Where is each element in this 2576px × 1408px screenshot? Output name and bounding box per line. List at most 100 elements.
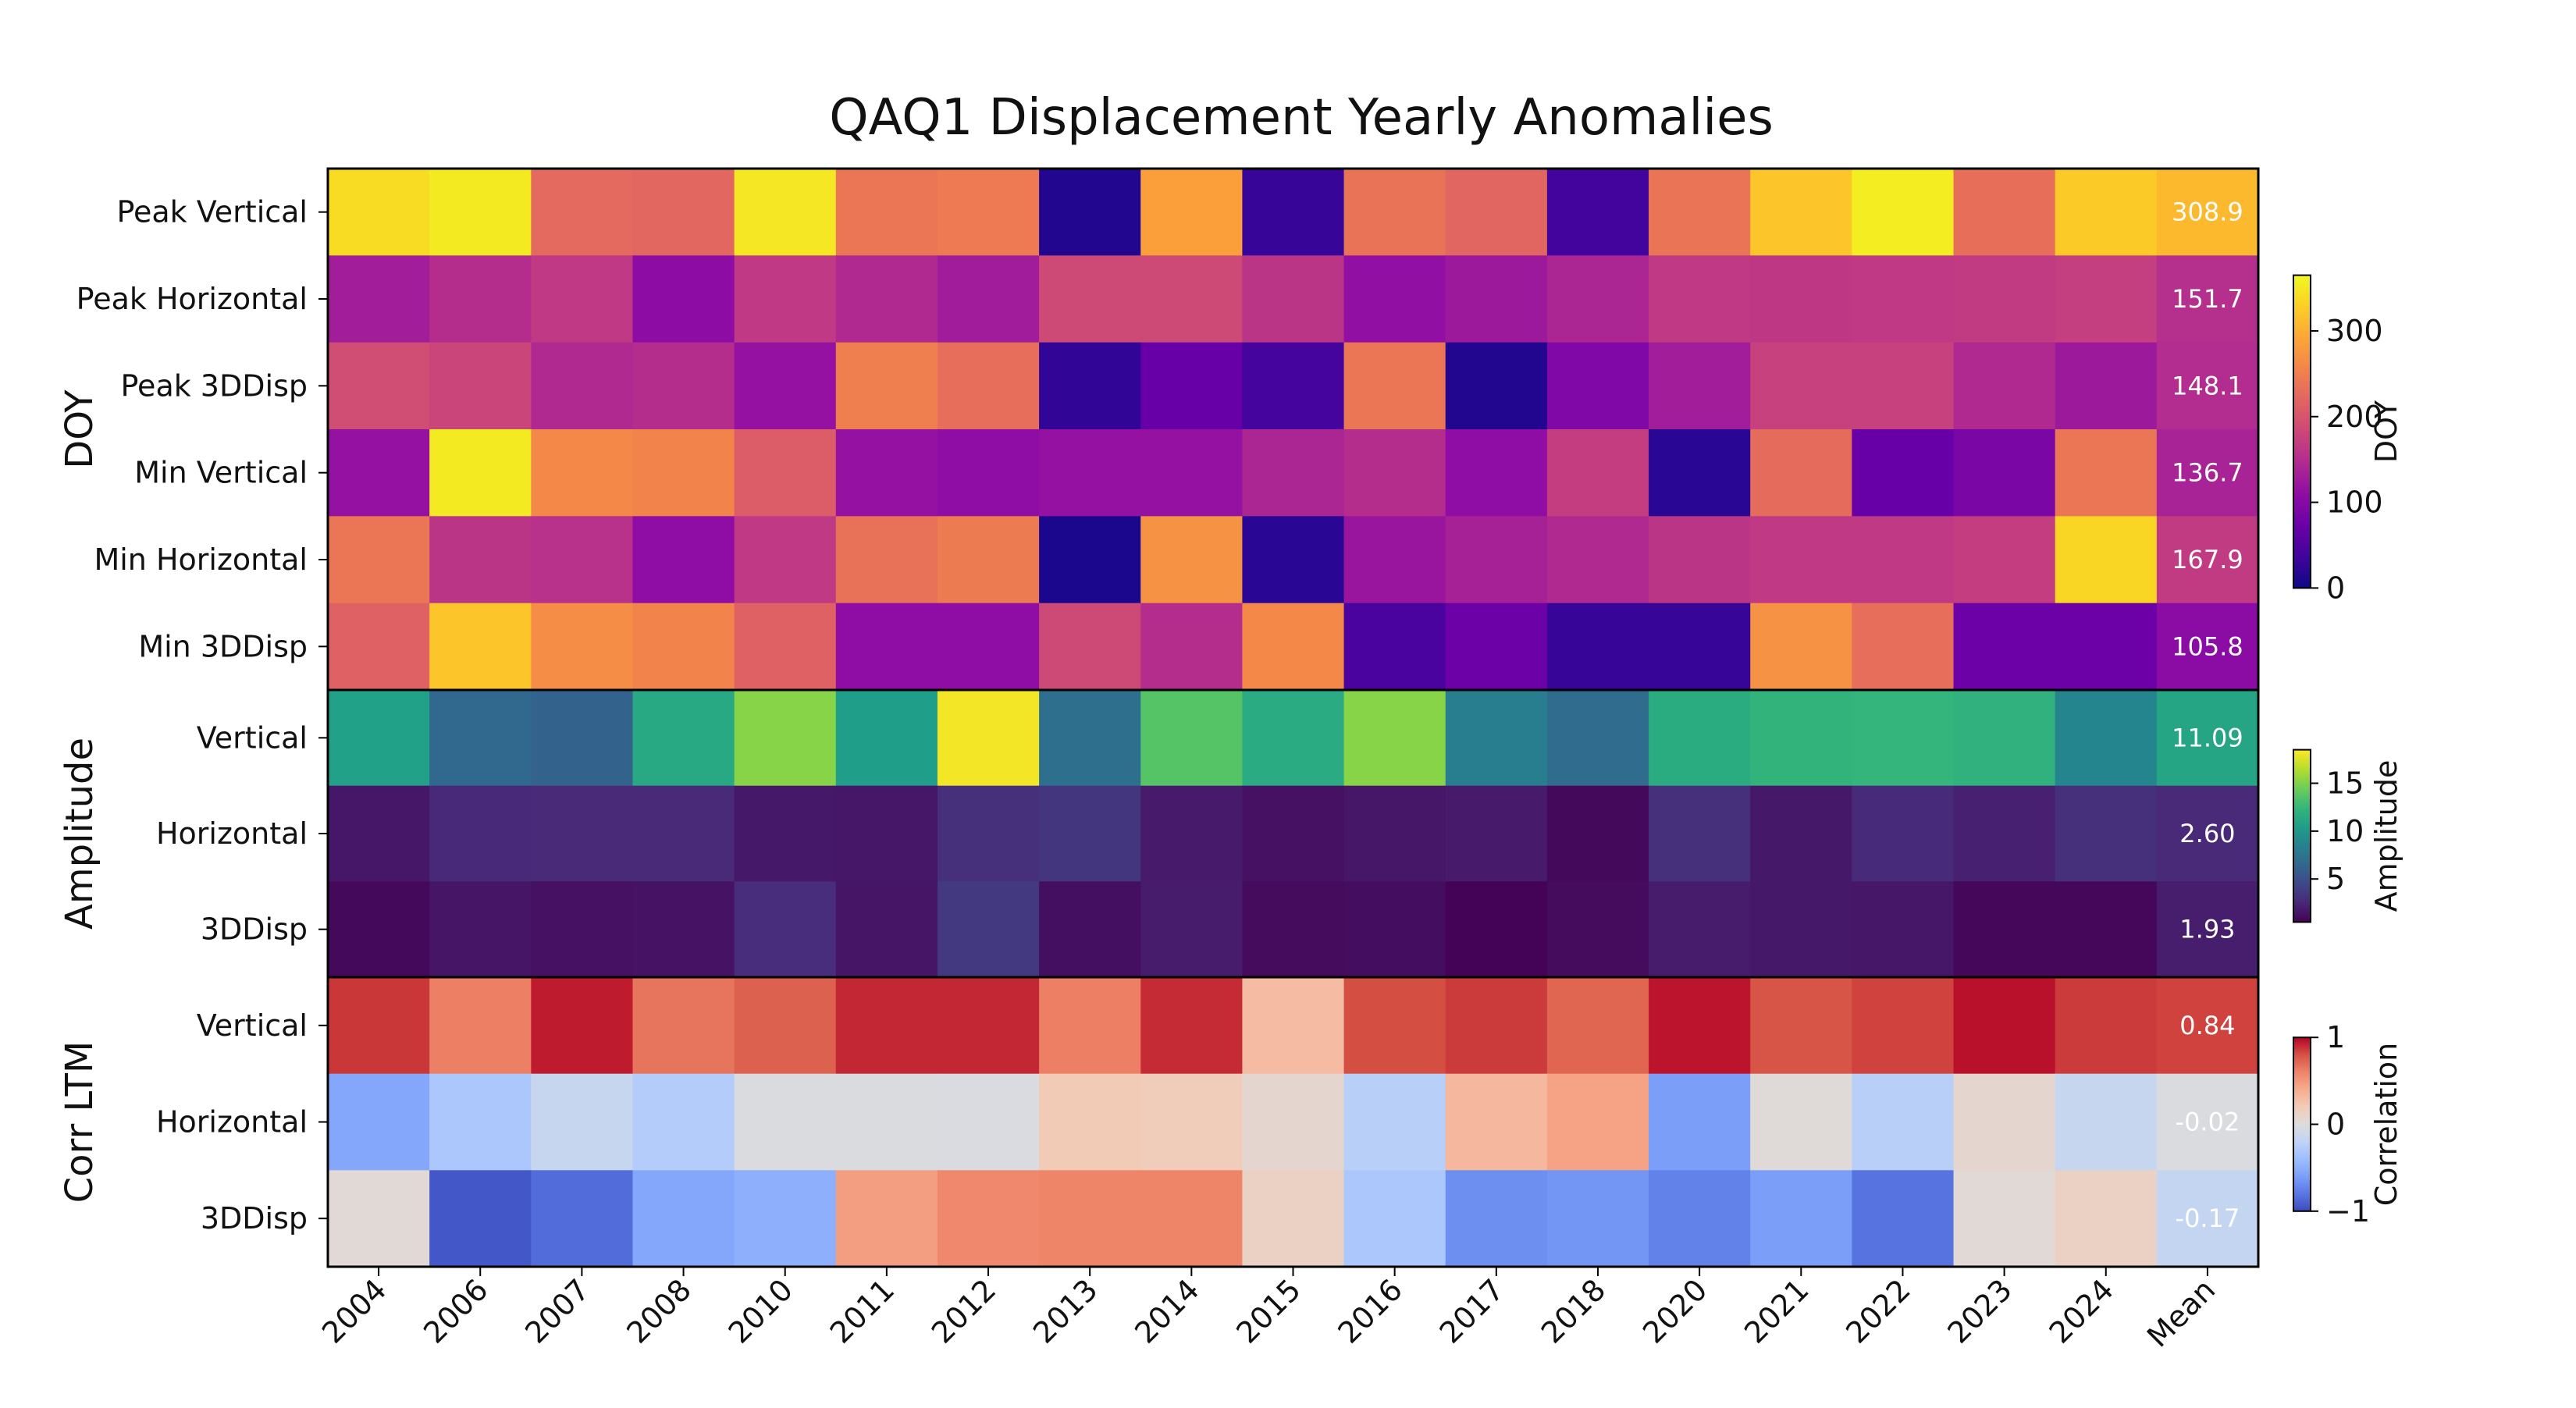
heatmap-cell: [835, 342, 938, 430]
heatmap-cell: [1649, 342, 1751, 430]
heatmap-cell: [1852, 1170, 1955, 1268]
heatmap-cell: [1852, 977, 1955, 1075]
heatmap-cell: [835, 1073, 938, 1171]
mean-value-label: 105.8: [2172, 631, 2243, 661]
heatmap-cell: [1649, 785, 1751, 882]
heatmap-cell: [1039, 977, 1141, 1075]
heatmap-cell: [1649, 255, 1751, 343]
heatmap-cell: [531, 881, 634, 978]
heatmap-cell: [734, 429, 837, 517]
heatmap-cell: [835, 603, 938, 691]
heatmap-cell: [1242, 516, 1345, 604]
heatmap-cell: [1140, 1170, 1244, 1268]
heatmap-cell: [1140, 785, 1244, 882]
heatmap-cell: [1039, 169, 1141, 256]
column-label: 2023: [1941, 1272, 2019, 1350]
heatmap-cell: [2156, 603, 2259, 691]
heatmap-cell: [1140, 429, 1244, 517]
row-label: Vertical: [197, 1008, 308, 1043]
heatmap-cell: [1953, 603, 2056, 691]
heatmap-cell: [531, 255, 634, 343]
heatmap-cell: [1445, 516, 1548, 604]
colorbar-tick-label: 0: [2326, 1108, 2345, 1142]
heatmap-cell: [1953, 977, 2056, 1075]
heatmap-cell: [1039, 603, 1141, 691]
heatmap-cell: [1242, 169, 1345, 256]
heatmap-cell: [1140, 255, 1244, 343]
heatmap-cell: [328, 690, 430, 787]
colorbar-label: DOY: [2369, 400, 2403, 463]
heatmap-cell: [429, 690, 532, 787]
heatmap-cell: [632, 342, 735, 430]
heatmap-cell: [1953, 516, 2056, 604]
heatmap-cell: [1852, 690, 1955, 787]
heatmap-cell: [531, 690, 634, 787]
heatmap-cell: [1039, 1073, 1141, 1171]
heatmap-cell: [2055, 977, 2158, 1075]
row-label: Peak 3DDisp: [121, 368, 308, 403]
heatmap-cell: [937, 977, 1040, 1075]
heatmap-cell: [734, 881, 837, 978]
heatmap-cell: [429, 977, 532, 1075]
heatmap-cell: [632, 977, 735, 1075]
column-label: 2012: [925, 1272, 1003, 1350]
mean-value-label: 167.9: [2172, 545, 2243, 574]
heatmap-cell: [1039, 429, 1141, 517]
heatmap-cell: [1140, 516, 1244, 604]
heatmap-cell: [1546, 1073, 1649, 1171]
heatmap-cell: [1140, 603, 1244, 691]
colorbar-tick-label: −1: [2326, 1194, 2370, 1228]
row-label: Horizontal: [156, 1105, 308, 1140]
heatmap-cell: [1343, 342, 1446, 430]
heatmap-cell: [2156, 169, 2259, 256]
heatmap-cell: [429, 1073, 532, 1171]
heatmap-cell: [1140, 1073, 1244, 1171]
heatmap-cell: [1953, 1073, 2056, 1171]
heatmap-cell: [632, 255, 735, 343]
heatmap-cell: [1140, 169, 1244, 256]
heatmap-cell: [328, 255, 430, 343]
heatmap-cell: [2055, 881, 2158, 978]
heatmap-cell: [1649, 169, 1751, 256]
heatmap-cell: [734, 169, 837, 256]
heatmap-cell: [1343, 785, 1446, 882]
heatmap-cell: [1852, 603, 1955, 691]
heatmap-cell: [1343, 429, 1446, 517]
heatmap-cell: [734, 977, 837, 1075]
heatmap-cell: [1750, 429, 1852, 517]
heatmap-cell: [1039, 690, 1141, 787]
heatmap-cell: [1852, 881, 1955, 978]
column-label: 2008: [620, 1272, 698, 1350]
column-label: 2018: [1535, 1272, 1613, 1350]
heatmap-cell: [1750, 881, 1852, 978]
heatmap-cell: [1343, 255, 1446, 343]
heatmap-cell: [1039, 881, 1141, 978]
column-label: 2004: [315, 1272, 393, 1350]
column-label: 2015: [1229, 1272, 1308, 1350]
heatmap-cell: [1343, 1073, 1446, 1171]
heatmap-cell: [1953, 785, 2056, 882]
column-label: 2011: [824, 1272, 902, 1350]
heatmap-cell: [632, 603, 735, 691]
heatmap-cell: [835, 977, 938, 1075]
heatmap-cell: [1953, 169, 2056, 256]
heatmap-cell: [1852, 429, 1955, 517]
heatmap-cell: [2055, 785, 2158, 882]
column-label: 2024: [2043, 1272, 2121, 1350]
heatmap-cell: [1852, 785, 1955, 882]
heatmap-cell: [1039, 342, 1141, 430]
heatmap-cell: [328, 603, 430, 691]
heatmap-cell: [1953, 429, 2056, 517]
column-label: 2020: [1636, 1272, 1714, 1350]
heatmap-cell: [1343, 690, 1446, 787]
row-label: Peak Vertical: [116, 195, 308, 229]
chart-title: QAQ1 Displacement Yearly Anomalies: [829, 89, 1774, 147]
heatmap-cell: [429, 255, 532, 343]
colorbar-tick-label: 10: [2326, 814, 2364, 848]
heatmap-cell: [835, 429, 938, 517]
colorbar-tick-label: 5: [2326, 862, 2345, 896]
heatmap-cell: [1750, 516, 1852, 604]
mean-value-label: 1.93: [2179, 915, 2235, 944]
row-label: 3DDisp: [201, 912, 308, 947]
